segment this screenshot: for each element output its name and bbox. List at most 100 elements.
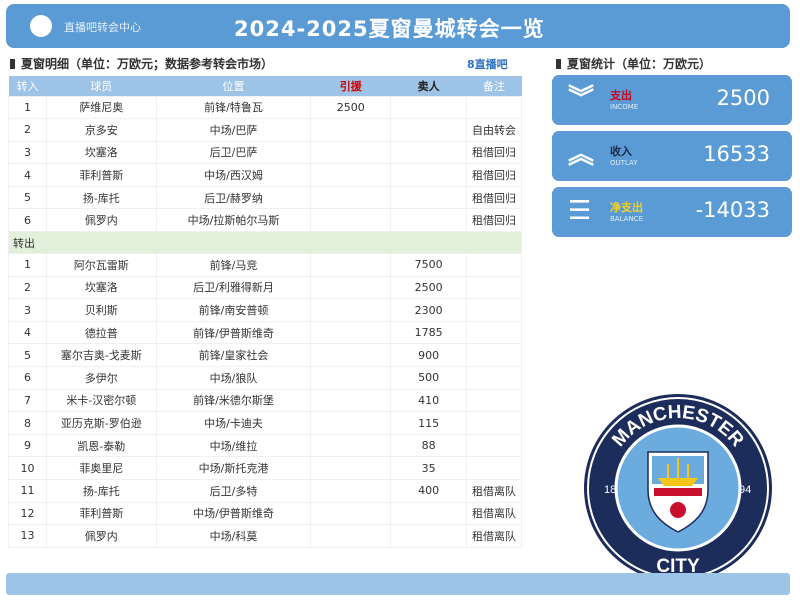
table-cell	[310, 163, 392, 187]
table-cell: 3	[8, 298, 47, 322]
footer-bar	[6, 573, 790, 595]
table-row: 7 米卡-汉密尔顿 前锋/米德尔斯堡 410	[8, 388, 522, 413]
table-cell	[310, 433, 392, 458]
table-cell: 租借回归	[466, 208, 522, 233]
table-cell: 6	[8, 366, 47, 390]
page-title: 2024-2025夏窗曼城转会一览	[234, 17, 545, 41]
table-cell: 13	[8, 524, 47, 548]
table-cell	[310, 388, 392, 413]
table-cell: 6	[8, 208, 47, 233]
page-header: 直播吧转会中心 2024-2025夏窗曼城转会一览	[6, 4, 790, 48]
table-cell	[390, 524, 468, 548]
table-row: 5 塞尔吉奥-戈麦斯 前锋/皇家社会 900	[8, 343, 522, 368]
table-cell	[310, 456, 392, 480]
table-cell: 租借离队	[466, 501, 522, 526]
table-cell: 2	[8, 118, 47, 142]
stat-sublabel: BALANCE	[610, 215, 643, 223]
table-cell: 京多安	[45, 118, 157, 142]
table-row: 4 德拉普 前锋/伊普斯维奇 1785	[8, 320, 522, 345]
table-row: 1 萨维尼奥 前锋/特鲁瓦 2500	[8, 95, 522, 120]
table-cell: 亚历克斯-罗伯逊	[45, 411, 157, 435]
table-cell: 中场/科莫	[155, 524, 312, 548]
column-header: 引援	[310, 76, 391, 96]
brand-logo-icon	[30, 15, 52, 37]
table-row: 12 菲利普斯 中场/伊普斯维奇 租借离队	[8, 501, 522, 526]
table-cell	[390, 95, 468, 120]
table-cell	[310, 479, 392, 503]
table-cell: 前锋/马竞	[155, 253, 312, 277]
table-row: 6 佩罗内 中场/拉斯帕尔马斯 租借回归	[8, 208, 522, 233]
column-header: 备注	[466, 76, 522, 96]
table-cell: 5	[8, 343, 47, 368]
table-cell: 租借离队	[466, 479, 522, 503]
coins-icon: ☰	[568, 196, 592, 226]
table-cell	[390, 185, 468, 210]
table-cell	[310, 253, 392, 277]
table-cell: 1	[8, 95, 47, 120]
table-cell	[466, 95, 522, 120]
table-row: 5 扬-库托 后卫/赫罗纳 租借回归	[8, 185, 522, 210]
table-cell	[390, 140, 468, 165]
table-cell: 3	[8, 140, 47, 165]
table-cell: 7	[8, 388, 47, 413]
table-row: 9 凯恩-泰勒 中场/维拉 88	[8, 433, 522, 458]
table-cell: 8	[8, 411, 47, 435]
table-cell	[390, 118, 468, 142]
table-cell: 35	[390, 456, 468, 480]
table-cell: 后卫/巴萨	[155, 140, 312, 165]
table-cell: 中场/斯托克港	[155, 456, 312, 480]
stat-card: ︾ 支出 INCOME 2500	[552, 75, 792, 125]
table-cell: 900	[390, 343, 468, 368]
table-cell	[310, 411, 392, 435]
table-cell: 1	[8, 253, 47, 277]
table-cell	[390, 501, 468, 526]
table-row: 11 扬-库托 后卫/多特 400 租借离队	[8, 479, 522, 503]
outgoing-section-row: 转出	[8, 231, 522, 255]
table-cell: 中场/西汉姆	[155, 163, 312, 187]
column-header: 卖人	[390, 76, 467, 96]
table-cell: 菲利普斯	[45, 501, 157, 526]
table-cell	[466, 388, 522, 413]
table-cell	[310, 275, 392, 300]
table-cell: 中场/巴萨	[155, 118, 312, 142]
table-cell	[310, 118, 392, 142]
table-row: 8 亚历克斯-罗伯逊 中场/卡迪夫 115	[8, 411, 522, 435]
table-cell: 自由转会	[466, 118, 522, 142]
table-cell	[466, 366, 522, 390]
table-cell: 扬-库托	[45, 185, 157, 210]
table-cell: 米卡-汉密尔顿	[45, 388, 157, 413]
table-cell: 中场/维拉	[155, 433, 312, 458]
table-cell: 前锋/特鲁瓦	[155, 95, 312, 120]
table-cell: 德拉普	[45, 320, 157, 345]
crest-year-right: 94	[739, 484, 751, 496]
table-cell: 坎塞洛	[45, 275, 157, 300]
table-cell: 多伊尔	[45, 366, 157, 390]
table-cell	[310, 185, 392, 210]
table-cell	[466, 411, 522, 435]
table-cell: 前锋/皇家社会	[155, 343, 312, 368]
table-cell: 佩罗内	[45, 524, 157, 548]
table-cell: 租借回归	[466, 163, 522, 187]
stat-card: ☰ 净支出 BALANCE -14033	[552, 187, 792, 237]
table-cell	[310, 524, 392, 548]
table-cell: 10	[8, 456, 47, 480]
table-cell: 中场/伊普斯维奇	[155, 501, 312, 526]
table-cell: 7500	[390, 253, 468, 277]
table-cell: 租借回归	[466, 185, 522, 210]
table-cell: 菲利普斯	[45, 163, 157, 187]
table-cell: 菲奥里尼	[45, 456, 157, 480]
table-cell: 贝利斯	[45, 298, 157, 322]
table-cell	[310, 140, 392, 165]
transfer-table: 转入 球员 位置 引援 卖人 备注 1 萨维尼奥 前锋/特鲁瓦 2500 2 京多安 中场/巴萨 自由转…	[8, 76, 522, 548]
table-cell: 租借离队	[466, 524, 522, 548]
manchester-city-crest: MANCHESTER CITY 18 94	[584, 394, 772, 582]
table-cell	[466, 456, 522, 480]
table-cell	[466, 298, 522, 322]
table-cell	[466, 343, 522, 368]
column-header: 位置	[156, 76, 311, 96]
table-cell: 1785	[390, 320, 468, 345]
table-row: 1 阿尔瓦雷斯 前锋/马竞 7500	[8, 253, 522, 277]
double-chevron-down-icon: ︾	[568, 84, 595, 114]
zhibo8-badge: 8直播吧	[467, 58, 508, 71]
table-cell: 11	[8, 479, 47, 503]
